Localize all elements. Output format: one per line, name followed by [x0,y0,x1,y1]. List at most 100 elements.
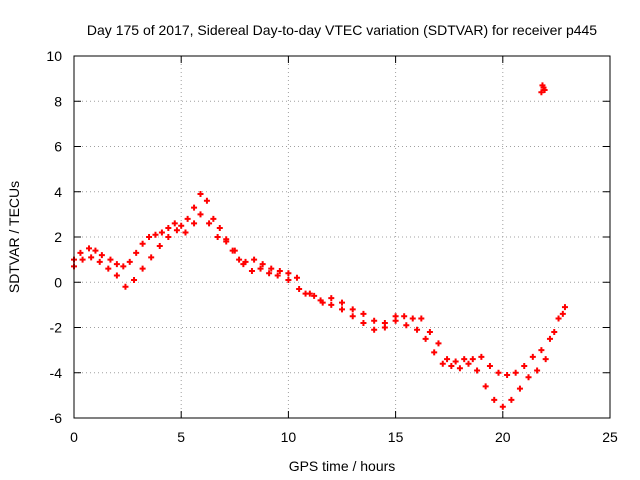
data-point [206,220,213,227]
y-tick-label: -4 [50,365,63,381]
data-point [285,276,292,283]
data-point [339,306,345,313]
x-tick-label: 10 [281,429,297,445]
data-point [328,295,335,302]
y-tick-label: 2 [54,229,62,245]
data-point [426,329,433,336]
x-tick-label: 25 [602,429,618,445]
data-point [469,356,476,363]
y-tick-label: 6 [54,139,62,155]
data-point [240,261,247,268]
data-point [296,286,303,293]
data-point [248,267,255,274]
x-axis-label: GPS time / hours [289,458,396,474]
data-point [499,403,506,410]
data-point [529,353,536,360]
data-point [444,356,451,363]
data-point [306,290,313,297]
data-point [555,315,562,322]
data-point [539,82,546,89]
data-point [392,317,399,324]
data-point [538,89,545,96]
data-point [403,322,410,329]
data-point [349,313,356,320]
data-point [274,272,281,279]
data-point [214,234,221,240]
data-point [448,362,455,369]
data-point [371,317,378,324]
data-point [113,272,120,279]
data-point [139,240,146,247]
grid [74,56,610,418]
series-track-b [71,211,566,410]
data-points [71,82,568,410]
data-point [191,204,198,211]
data-point [197,191,204,198]
data-point [148,254,155,261]
data-point [491,396,498,403]
data-point [259,261,266,268]
data-point [559,310,566,317]
data-point [152,231,159,238]
data-point [266,270,273,277]
data-point [542,356,549,363]
data-point [139,265,146,272]
data-point [173,227,180,234]
data-point [133,249,140,256]
data-point [371,326,378,333]
data-point [328,301,335,308]
data-point [184,215,191,222]
data-point [120,263,127,270]
data-point [285,270,292,277]
data-point [197,211,204,218]
data-point [439,360,446,367]
data-point [534,367,541,374]
data-point [88,254,95,261]
data-point [551,329,558,336]
data-point [516,385,523,392]
y-tick-label: 4 [54,184,62,200]
data-point [508,396,515,403]
y-tick-label: -6 [50,410,63,426]
data-point [512,369,519,376]
data-point [96,258,103,265]
data-point [525,374,532,381]
x-tick-label: 15 [388,429,404,445]
data-point [521,362,528,369]
data-point [210,215,217,222]
data-point [349,306,356,313]
data-point [126,258,133,265]
data-point [191,220,198,227]
data-point [360,319,367,326]
data-point [317,297,324,304]
data-point [122,283,129,290]
y-tick-label: 10 [46,48,62,64]
data-point [216,224,223,231]
data-point [251,256,258,263]
y-tick-label: 8 [54,93,62,109]
data-point [171,220,178,227]
data-point [486,362,493,369]
data-point [79,256,86,263]
data-point [236,256,243,263]
data-point [92,247,99,254]
data-point [293,274,300,281]
series-track-a [71,191,568,379]
data-point [257,265,264,272]
data-point [158,229,165,236]
y-tick-label: -2 [50,320,63,336]
data-point [98,252,105,259]
data-point [311,292,318,299]
data-point [203,197,210,204]
data-point [231,247,238,254]
y-axis-label: SDTVAR / TECUs [6,181,22,293]
series-outlier-cluster [538,82,548,96]
data-point [182,229,189,236]
data-point [360,310,367,317]
data-point [418,315,425,322]
data-point [131,276,138,283]
axis-ticks: 0 5 10 15 20 25 -6 -4 -2 0 2 4 6 8 10 [46,48,618,445]
data-point [456,365,463,372]
data-point [401,313,408,320]
